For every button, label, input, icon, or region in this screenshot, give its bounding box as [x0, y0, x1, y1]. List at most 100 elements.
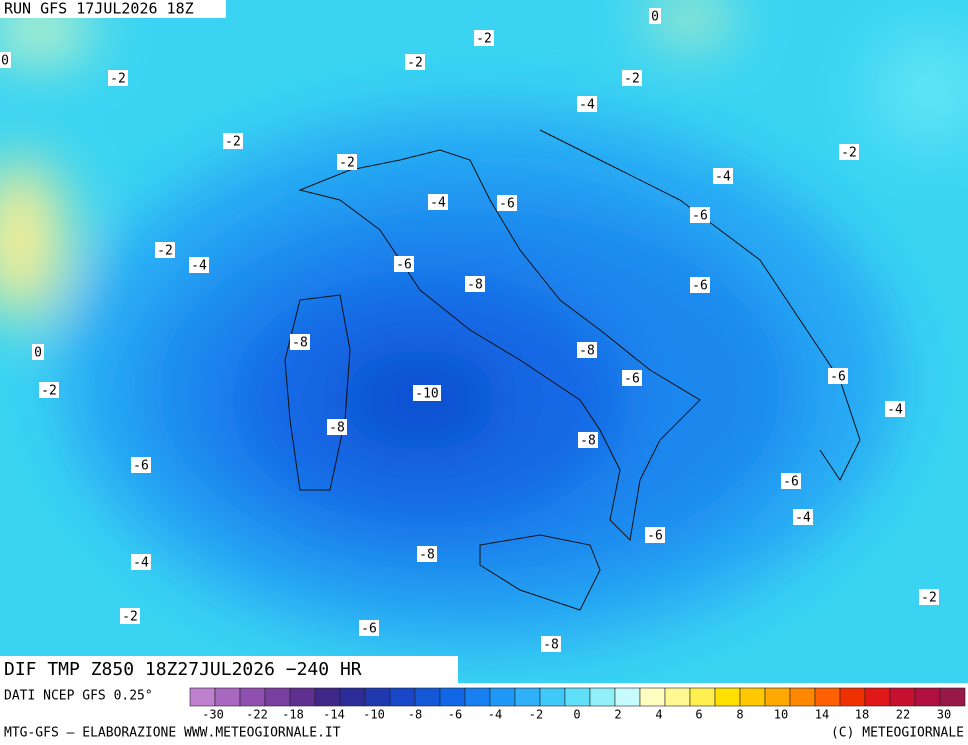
contour-label-box [359, 620, 379, 636]
contour-label: -8 [543, 638, 559, 653]
contour-label-box [405, 54, 425, 70]
colorbar-swatch [414, 687, 441, 707]
contour-label-box [290, 334, 310, 350]
colorbar-tick-label: 4 [655, 708, 662, 722]
contour-label-box [327, 419, 347, 435]
colorbar-tick-label: 0 [573, 708, 580, 722]
colorbar-swatch [214, 687, 241, 707]
contour-label-box [577, 342, 597, 358]
colorbar-tick-label: 30 [937, 708, 951, 722]
contour-label: -6 [624, 372, 640, 387]
contour-label-box [39, 382, 59, 398]
contour-label-box [32, 344, 44, 360]
colorbar-swatch [664, 687, 691, 707]
contour-label: -6 [396, 258, 412, 273]
contour-label-box [781, 473, 801, 489]
contour-label: -6 [361, 622, 377, 637]
colorbar-swatch [639, 687, 666, 707]
contour-label: -2 [41, 384, 57, 399]
contour-label: -8 [419, 548, 435, 563]
run-label: RUN GFS 17JUL2026 18Z [4, 0, 194, 18]
contour-label: -2 [407, 56, 423, 71]
contour-label: -4 [191, 259, 207, 274]
contour-label: -8 [292, 336, 308, 351]
contour-label: -10 [415, 387, 438, 402]
contour-label: -6 [133, 459, 149, 474]
contour-label: -2 [476, 32, 492, 47]
contour-label: 0 [651, 10, 659, 25]
colorbar-swatch [314, 687, 341, 707]
contour-label-box [428, 194, 448, 210]
contour-label: -6 [692, 279, 708, 294]
colorbar-tick-label: -18 [282, 708, 304, 722]
contour-label: -4 [887, 403, 903, 418]
colorbar-tick-label: 22 [896, 708, 910, 722]
colorbar-swatch [389, 687, 416, 707]
footer-right: (C) METEOGIORNALE [831, 726, 964, 741]
colorbar-tick-label: 10 [774, 708, 788, 722]
contour-label: 0 [34, 346, 42, 361]
colorbar-swatch [764, 687, 791, 707]
contour-label: -4 [133, 556, 149, 571]
contour-label: -4 [430, 196, 446, 211]
contour-label-box [885, 401, 905, 417]
contour-label-box [649, 8, 661, 24]
colorbar-tick-label: -6 [448, 708, 462, 722]
contour-label-box [713, 168, 733, 184]
contour-label-box [155, 242, 175, 258]
contour-label: -2 [624, 72, 640, 87]
colorbar-tick-label: -4 [488, 708, 502, 722]
colorbar-swatch [589, 687, 616, 707]
contour-label: -6 [647, 529, 663, 544]
contour-label: -2 [225, 135, 241, 150]
colorbar-swatch [914, 687, 941, 707]
colorbar-tick-label: -14 [323, 708, 345, 722]
colorbar-swatch [864, 687, 891, 707]
contour-label: -8 [580, 434, 596, 449]
temperature-field [0, 0, 968, 650]
contour-label: -4 [579, 98, 595, 113]
contour-label: -4 [795, 511, 811, 526]
contour-label-box [189, 257, 209, 273]
colorbar-swatch [189, 687, 216, 707]
colorbar-swatch [239, 687, 266, 707]
colorbar-swatch [614, 687, 641, 707]
colorbar-tick-label: 2 [614, 708, 621, 722]
colorbar-swatch [889, 687, 916, 707]
contour-label-box [413, 385, 441, 401]
contour-label: -2 [157, 244, 173, 259]
contour-label-box [839, 144, 859, 160]
contour-label-box [645, 527, 665, 543]
colorbar-tick-label: 6 [695, 708, 702, 722]
contour-label: -6 [499, 197, 515, 212]
contour-label-box [131, 554, 151, 570]
colorbar-tick-label: 18 [855, 708, 869, 722]
colorbar-swatch [539, 687, 566, 707]
contour-label: -2 [841, 146, 857, 161]
contour-label: -6 [830, 370, 846, 385]
colorbar-swatch [489, 687, 516, 707]
colorbar-swatch [839, 687, 866, 707]
contour-label-box [622, 370, 642, 386]
contour-label: -2 [122, 610, 138, 625]
contour-label-box [223, 133, 243, 149]
colorbar-swatch [714, 687, 741, 707]
contour-label: -6 [692, 209, 708, 224]
contour-label-box [690, 207, 710, 223]
contour-label-box [417, 546, 437, 562]
contour-label-box [578, 432, 598, 448]
contour-label-box [622, 70, 642, 86]
colorbar-swatch [264, 687, 291, 707]
colorbar-tick-label: 8 [736, 708, 743, 722]
colorbar-tick-label: -22 [246, 708, 268, 722]
contour-label-box [108, 70, 128, 86]
contour-label: -8 [329, 421, 345, 436]
contour-label-box [828, 368, 848, 384]
colorbar-swatch [739, 687, 766, 707]
colorbar-tick-label: -30 [202, 708, 224, 722]
coastlines [284, 129, 861, 611]
contour-label-box [497, 195, 517, 211]
contour-label-box [337, 154, 357, 170]
